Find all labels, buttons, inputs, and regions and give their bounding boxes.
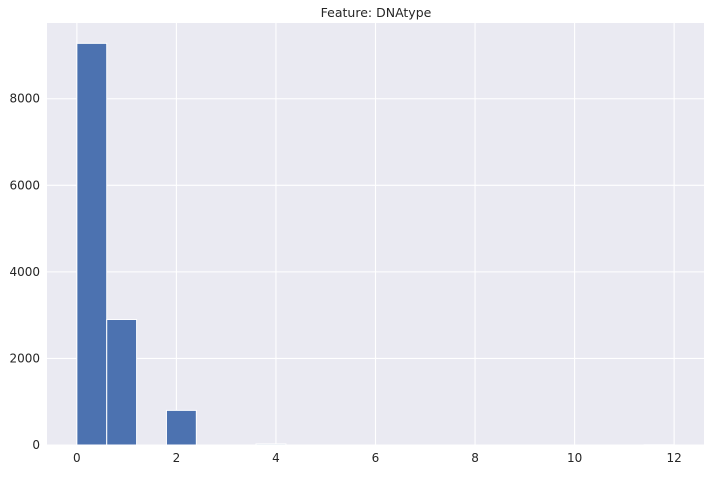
bars <box>76 42 675 446</box>
x-tick-label: 12 <box>666 451 681 465</box>
histogram-bar <box>255 443 287 446</box>
x-tick-label: 2 <box>173 451 181 465</box>
y-tick-label: 2000 <box>9 351 40 365</box>
y-gridlines <box>47 98 704 446</box>
x-tick-labels: 0 2 4 6 8 10 12 <box>73 451 682 465</box>
x-tick-label: 10 <box>567 451 582 465</box>
x-tick-label: 0 <box>73 451 81 465</box>
histogram-bar <box>76 42 108 446</box>
y-tick-label: 8000 <box>9 92 40 106</box>
y-tick-label: 0 <box>32 438 40 452</box>
x-tick-label: 8 <box>471 451 479 465</box>
y-tick-label: 4000 <box>9 265 40 279</box>
y-tick-label: 6000 <box>9 178 40 192</box>
y-tick-labels: 0 2000 4000 6000 8000 <box>9 92 40 452</box>
histogram-bar <box>106 318 138 446</box>
x-tick-label: 4 <box>272 451 280 465</box>
chart-title: Feature: DNAtype <box>321 5 432 20</box>
histogram-bar <box>165 409 197 446</box>
x-tick-label: 6 <box>372 451 380 465</box>
